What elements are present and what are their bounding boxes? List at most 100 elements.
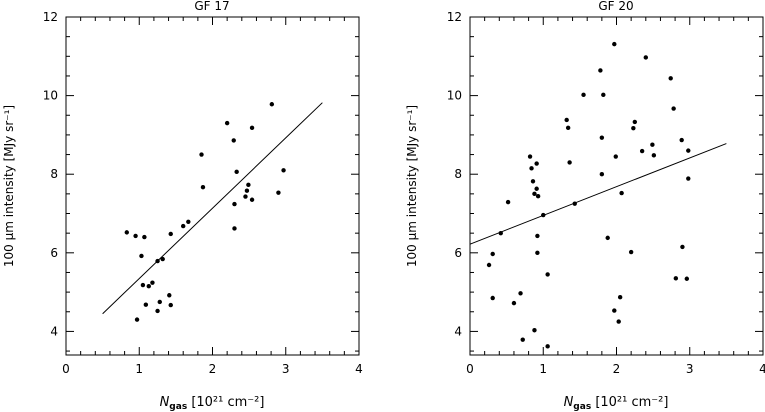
data-point [598,68,603,73]
data-point [232,226,237,231]
data-point [527,154,533,159]
panel-title: GF 17 [194,0,229,13]
data-point [668,76,673,81]
x-tick-label: 3 [686,362,694,376]
y-tick-label: 6 [50,246,58,260]
data-point [639,148,645,154]
regression-line [469,143,727,245]
data-point [249,197,255,202]
data-point [617,295,623,300]
tick-marks [65,16,360,355]
data-point [140,282,146,288]
y-tick-label: 10 [43,89,58,103]
data-point [498,230,503,236]
data-point [616,319,621,324]
data-point [249,125,255,131]
data-point [684,276,690,281]
data-point [167,293,172,298]
data-point [572,201,577,206]
data-point [134,317,140,322]
data-point [679,137,684,143]
data-point [157,299,162,305]
data-point [490,251,495,257]
data-point [181,223,186,229]
x-axis-label: Ngas [10²¹ cm⁻²] [160,395,265,412]
y-tick-label: 4 [50,324,58,338]
data-point [199,152,204,157]
x-tick-label: 4 [355,362,363,376]
data-point [224,120,230,126]
data-point [651,153,657,158]
data-point [567,160,572,165]
x-tick-label: 1 [539,362,547,376]
data-point [269,102,275,107]
data-point [631,126,636,131]
y-tick-label: 12 [43,10,58,24]
data-point [628,249,634,255]
data-point [564,117,569,123]
data-point [486,262,492,268]
data-point [534,186,539,191]
data-point [532,191,537,197]
data-point [535,250,540,256]
data-point [511,300,517,306]
x-tick-label: 3 [282,362,290,376]
data-point [613,154,618,159]
data-point [168,231,173,237]
data-point [133,233,138,239]
data-point [518,291,523,296]
data-point [605,235,610,241]
data-point [680,244,685,250]
data-point [530,179,536,184]
data-point [673,276,679,281]
regression-line [102,102,323,315]
data-point [532,328,537,333]
x-tick-label: 0 [466,362,474,376]
data-point [619,190,624,196]
x-tick-label: 0 [62,362,70,376]
data-point [612,41,617,47]
y-tick-label: 10 [447,89,462,103]
data-point [601,92,606,98]
y-axis-label: 100 μm intensity [MJy sr⁻¹] [2,105,16,267]
data-point [150,280,155,285]
x-tick-label: 2 [613,362,621,376]
data-point [545,272,550,277]
data-point [200,184,206,190]
x-axis-label: Ngas [10²¹ cm⁻²] [564,395,669,412]
tick-marks [469,16,764,355]
data-point [650,142,655,147]
data-point [505,199,511,205]
data-point [545,344,550,349]
data-point [244,188,250,193]
data-point [671,106,676,111]
data-points [124,102,286,322]
data-point [281,168,286,173]
data-point [168,302,173,308]
data-point [686,176,691,181]
data-point [541,212,546,218]
y-tick-label: 8 [454,167,462,181]
data-point [534,161,539,166]
data-point [276,190,281,195]
data-point [232,201,237,207]
data-point [632,119,638,125]
data-point [535,233,540,239]
x-tick-label: 4 [759,362,765,376]
data-point [155,258,160,264]
data-point [535,194,541,199]
data-point [160,256,165,262]
x-tick-label: 1 [135,362,143,376]
data-point [142,234,147,240]
data-point [243,194,248,199]
data-point [520,337,525,342]
data-point [599,135,605,140]
data-point [529,166,534,171]
y-tick-label: 12 [447,10,462,24]
y-tick-label: 6 [454,246,462,260]
